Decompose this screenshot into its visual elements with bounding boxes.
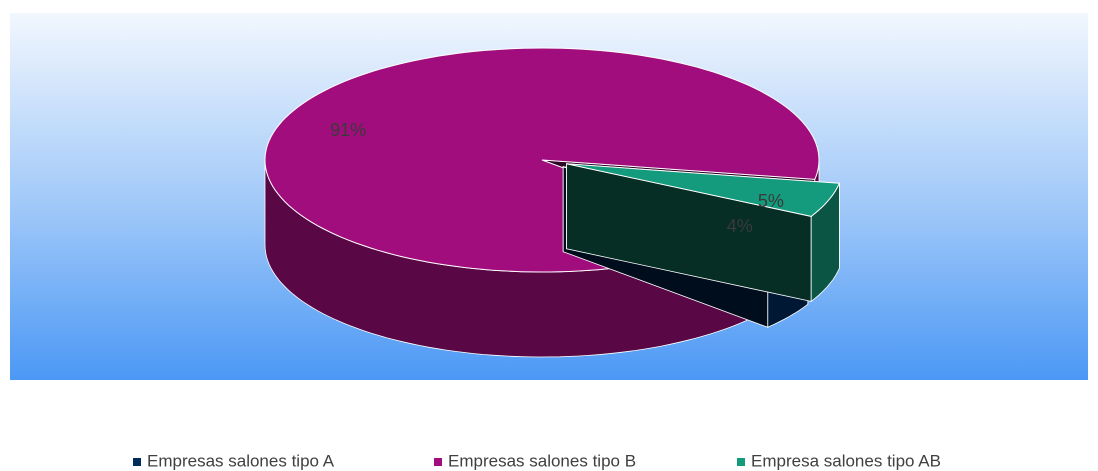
pie: 4% 91% 5% — [264, 47, 841, 358]
legend-label: Empresas salones tipo A — [147, 451, 335, 470]
data-label: 5% — [758, 191, 784, 211]
legend-label: Empresas salones tipo B — [448, 451, 636, 470]
legend-marker — [434, 458, 442, 466]
slice — [566, 163, 841, 217]
data-label: 91% — [330, 120, 366, 140]
legend: Empresas salones tipo A Empresas salones … — [133, 451, 941, 470]
legend-marker — [737, 458, 745, 466]
data-label: 4% — [727, 216, 753, 236]
legend-marker — [133, 458, 141, 466]
legend-label: Empresa salones tipo AB — [751, 451, 941, 470]
